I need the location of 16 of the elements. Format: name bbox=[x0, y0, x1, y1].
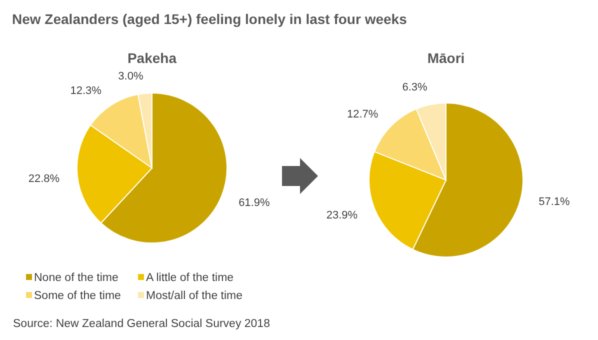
data-label: 3.0% bbox=[118, 70, 144, 82]
data-label: 23.9% bbox=[326, 210, 358, 222]
data-label: 12.7% bbox=[346, 108, 378, 120]
data-label: 61.9% bbox=[238, 196, 270, 209]
legend-label: None of the time bbox=[34, 272, 118, 284]
data-label: 12.3% bbox=[70, 84, 102, 97]
legend-label: Most/all of the time bbox=[146, 290, 243, 302]
chart-title: New Zealanders (aged 15+) feeling lonely in last four weeks bbox=[12, 11, 408, 27]
chart-subtitle: Pakeha bbox=[127, 50, 177, 66]
legend-label: A little of the time bbox=[146, 272, 234, 284]
data-label: 57.1% bbox=[538, 196, 570, 208]
legend-label: Some of the time bbox=[34, 290, 121, 302]
data-label: 22.8% bbox=[28, 172, 60, 185]
source-note: Source: New Zealand General Social Survey 2018 bbox=[13, 318, 270, 330]
chart-subtitle: Māori bbox=[427, 50, 465, 66]
data-label: 6.3% bbox=[402, 82, 428, 94]
